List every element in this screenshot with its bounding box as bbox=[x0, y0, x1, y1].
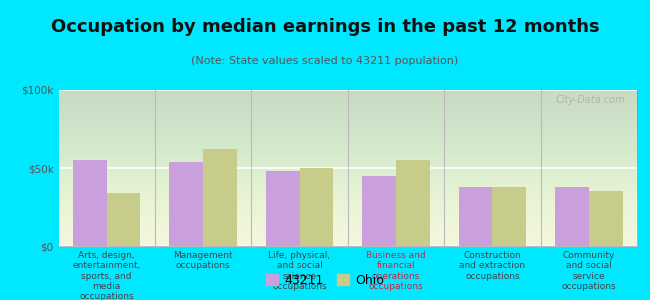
Text: Occupation by median earnings in the past 12 months: Occupation by median earnings in the pas… bbox=[51, 18, 599, 36]
Bar bbox=[459, 187, 493, 246]
Bar bbox=[589, 191, 623, 246]
Bar bbox=[170, 162, 203, 246]
Bar bbox=[555, 187, 589, 246]
Text: City-Data.com: City-Data.com bbox=[556, 95, 625, 105]
Bar bbox=[362, 176, 396, 246]
Bar bbox=[493, 187, 526, 246]
Text: (Note: State values scaled to 43211 population): (Note: State values scaled to 43211 popu… bbox=[191, 56, 459, 65]
Bar bbox=[107, 193, 140, 246]
Bar bbox=[203, 149, 237, 246]
Bar bbox=[73, 160, 107, 246]
Bar bbox=[396, 160, 430, 246]
Legend: 43211, Ohio: 43211, Ohio bbox=[262, 270, 388, 291]
Bar bbox=[300, 168, 333, 246]
Bar bbox=[266, 171, 300, 246]
